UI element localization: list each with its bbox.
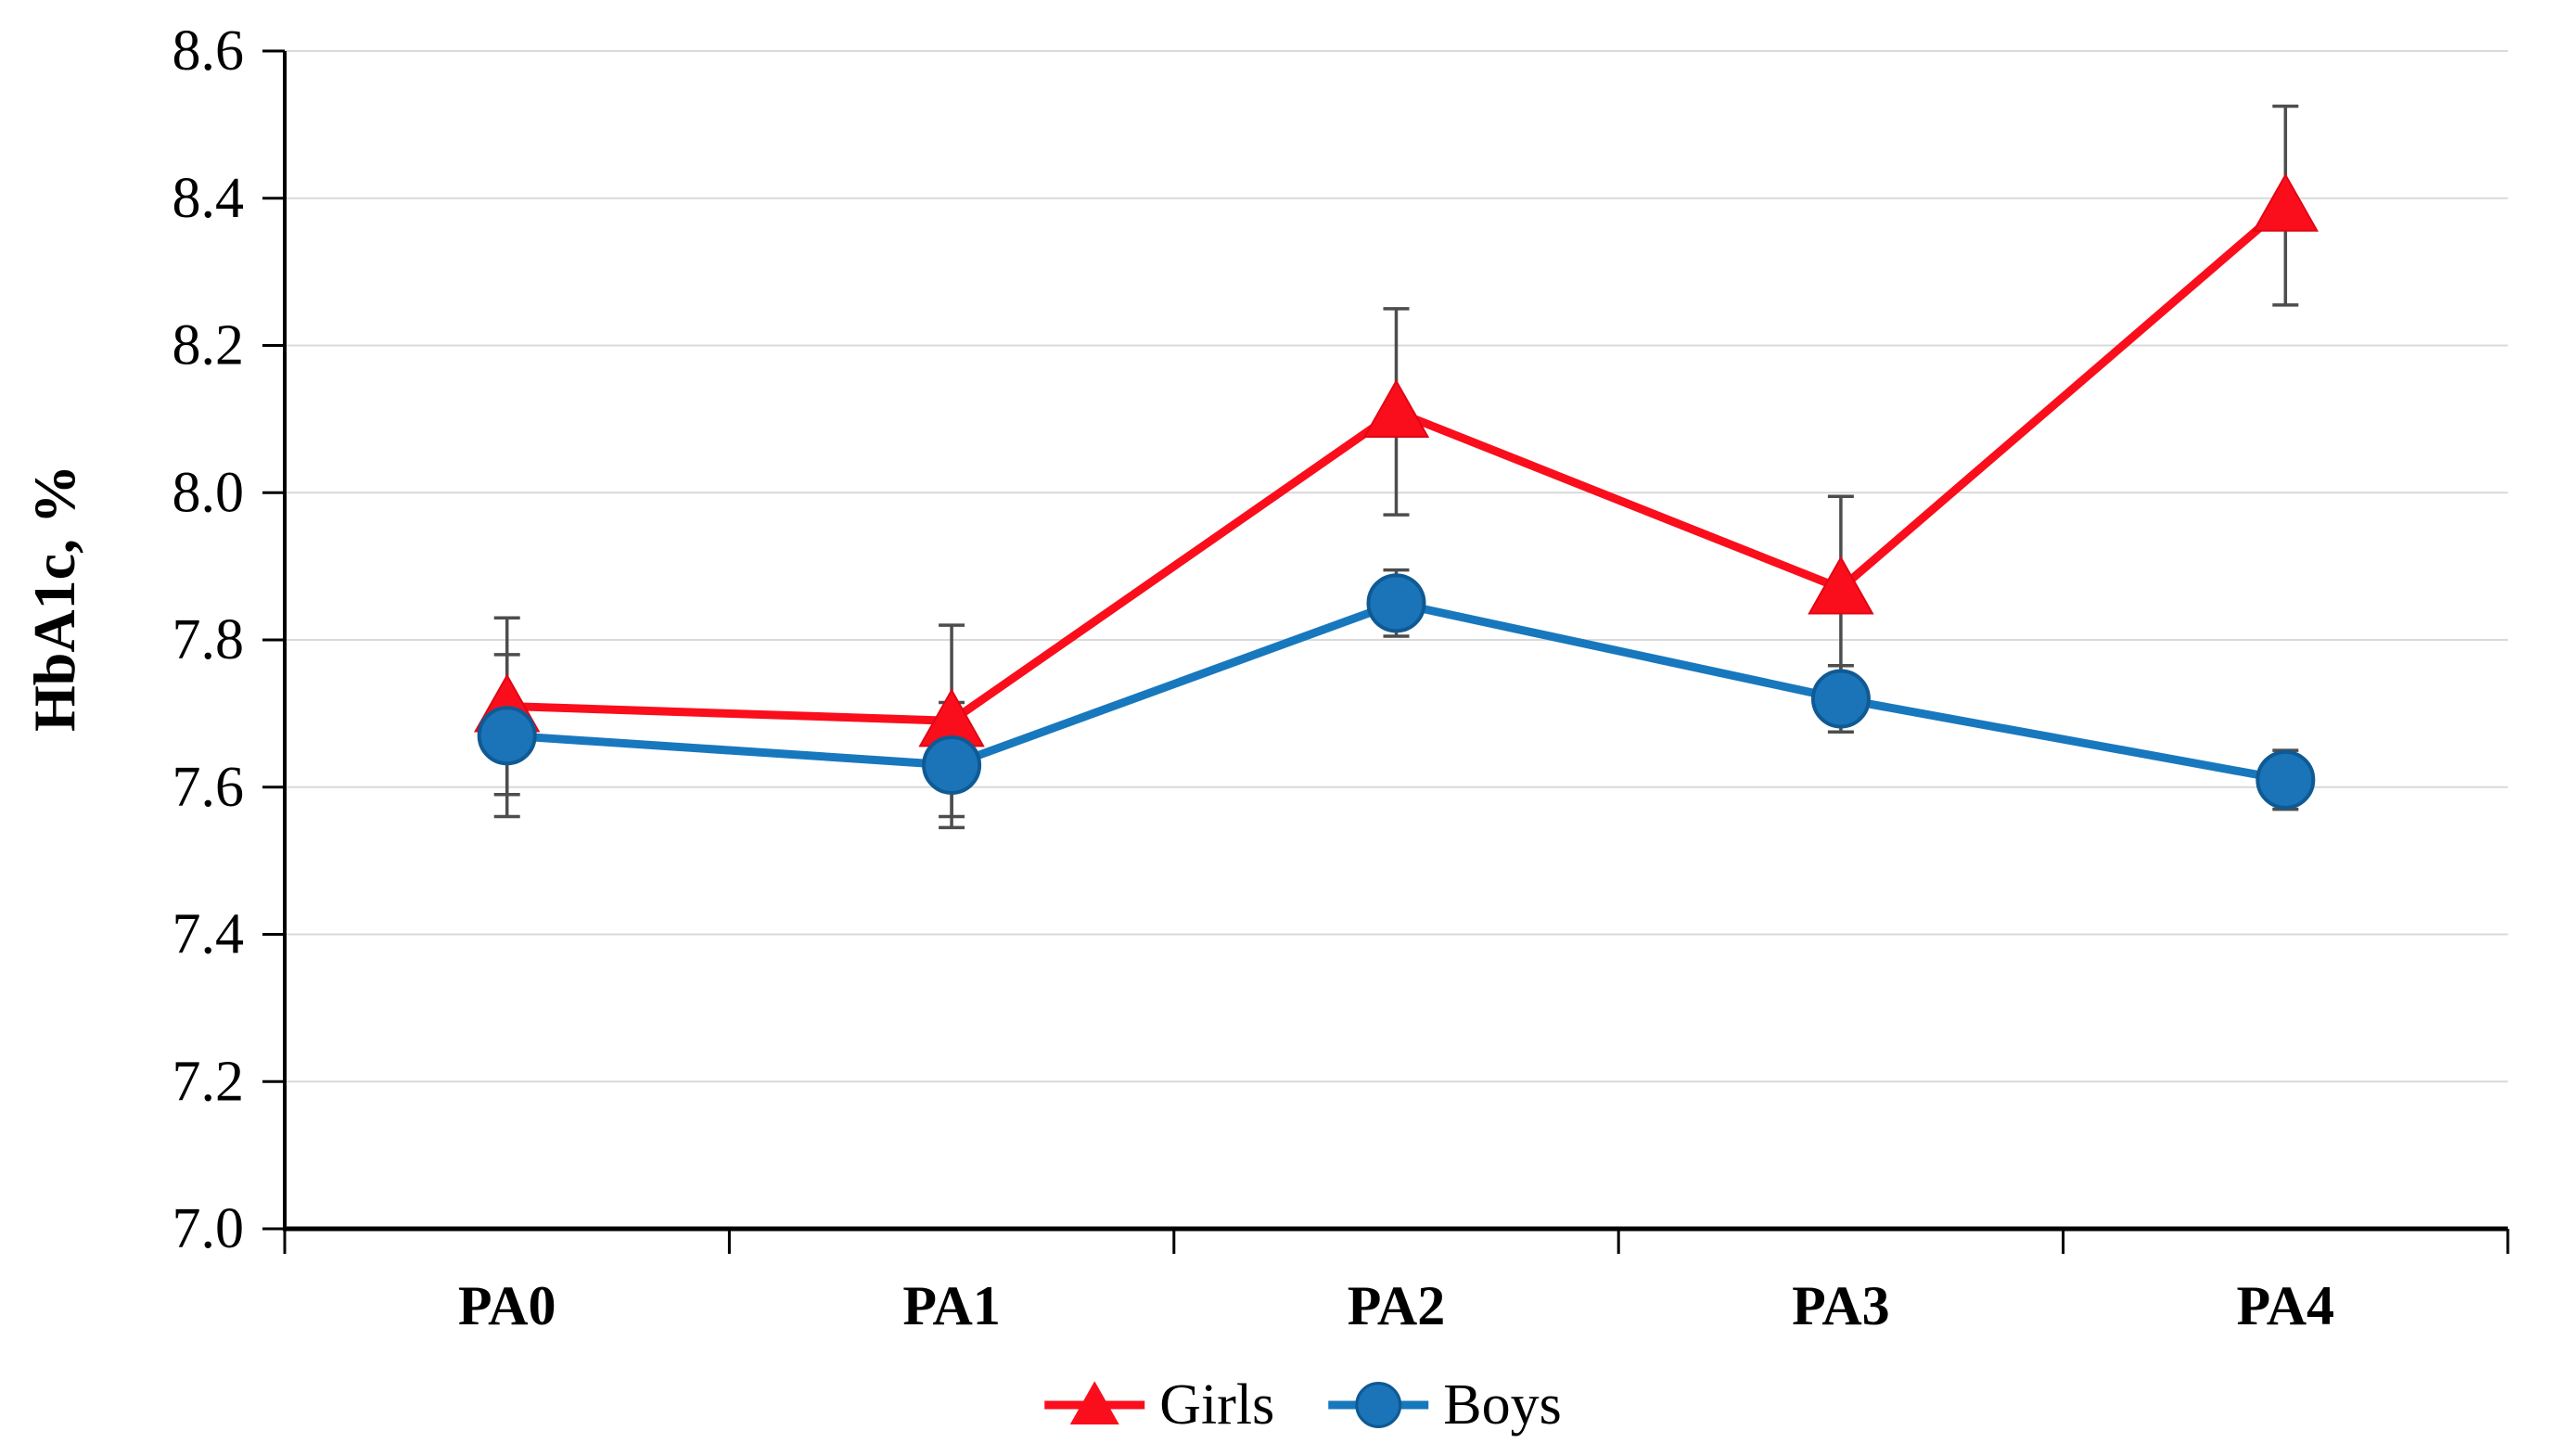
- boys-marker-pa1: [922, 734, 982, 795]
- y-tick-label: 8.6: [173, 19, 245, 83]
- y-tick-label: 7.6: [173, 756, 245, 819]
- x-category-label-pa3: PA3: [1792, 1275, 1890, 1336]
- y-axis-title: HbA1c, %: [21, 465, 87, 732]
- girls-marker-pa3: [1808, 556, 1874, 615]
- x-category-label-pa2: PA2: [1348, 1275, 1446, 1336]
- girls-marker-pa2: [1362, 378, 1430, 438]
- x-category-label-pa1: PA1: [902, 1275, 1001, 1336]
- y-tick-label: 8.4: [173, 167, 245, 230]
- legend: Girls Boys: [1044, 1373, 1562, 1437]
- boys-marker-pa0: [477, 706, 537, 766]
- y-tick-label: 8.0: [173, 461, 245, 524]
- girls-marker-pa4: [2252, 172, 2320, 232]
- x-category-label-pa0: PA0: [458, 1275, 556, 1336]
- y-tick-label: 7.2: [173, 1050, 245, 1113]
- legend-label-girls: Girls: [1159, 1373, 1274, 1437]
- y-tick-label: 7.8: [173, 608, 245, 671]
- y-tick-label: 7.0: [173, 1197, 245, 1260]
- legend-triangle-marker-icon: [1069, 1381, 1119, 1425]
- y-tick-label: 7.4: [173, 903, 245, 966]
- y-tick-label: 8.2: [173, 314, 245, 377]
- boys-marker-pa2: [1366, 573, 1426, 633]
- x-category-label-pa4: PA4: [2237, 1275, 2335, 1336]
- legend-item-boys: Boys: [1328, 1373, 1562, 1437]
- legend-circle-marker-icon: [1355, 1381, 1402, 1428]
- boys-marker-pa4: [2256, 749, 2316, 810]
- legend-item-girls: Girls: [1044, 1373, 1274, 1437]
- boys-marker-pa3: [1810, 669, 1871, 729]
- legend-label-boys: Boys: [1443, 1373, 1561, 1437]
